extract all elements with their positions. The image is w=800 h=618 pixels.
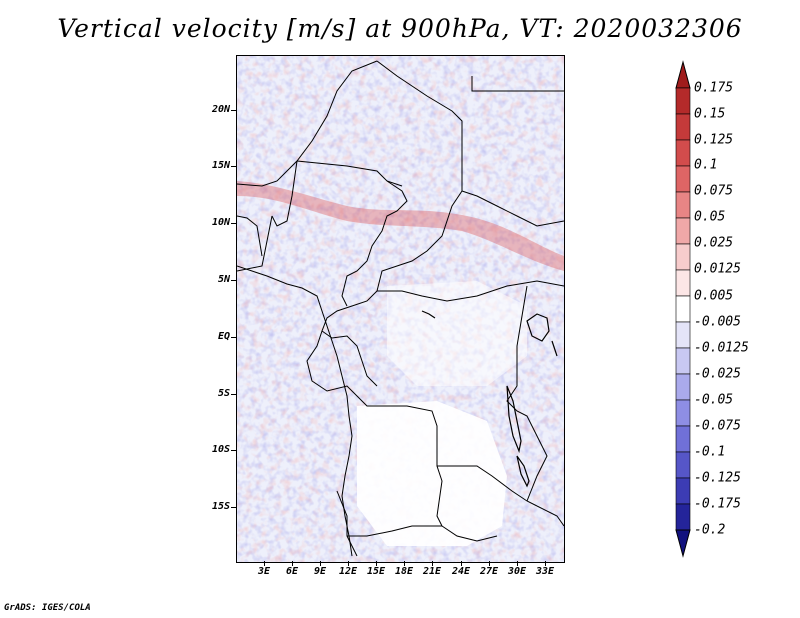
colorbar-label: 0.125 xyxy=(694,132,734,148)
lon-tick xyxy=(348,561,349,566)
colorbar-segment xyxy=(675,191,691,219)
colorbar-label: 0.1 xyxy=(694,157,718,173)
lon-label: 33E xyxy=(535,566,555,577)
colorbar-label: 0.025 xyxy=(694,235,734,251)
colorbar-label: -0.175 xyxy=(694,496,741,512)
colorbar-top-triangle xyxy=(675,60,691,89)
colorbar-label: 0.05 xyxy=(694,209,726,225)
colorbar-label: 0.175 xyxy=(694,80,734,96)
colorbar-label: -0.2 xyxy=(694,522,726,538)
colorbar-label: -0.1 xyxy=(694,444,726,460)
map-field-svg xyxy=(237,56,564,562)
lon-tick xyxy=(489,561,490,566)
colorbar-label: 0.15 xyxy=(694,106,726,122)
lat-tick xyxy=(231,394,236,395)
colorbar-segment xyxy=(675,425,691,453)
colorbar-segment xyxy=(675,503,691,531)
colorbar-segment xyxy=(675,217,691,245)
lon-tick xyxy=(461,561,462,566)
lat-label: 15N xyxy=(211,160,230,171)
lat-tick xyxy=(231,280,236,281)
map-title: Vertical velocity [m/s] at 900hPa, VT: 2… xyxy=(57,14,743,43)
colorbar-label: 0.0125 xyxy=(694,261,741,277)
lon-tick xyxy=(292,561,293,566)
colorbar-label: -0.125 xyxy=(694,470,741,486)
lon-label: 21E xyxy=(422,566,442,577)
lat-label: 10S xyxy=(211,444,230,455)
colorbar-label: -0.05 xyxy=(694,392,734,408)
colorbar-label: -0.005 xyxy=(694,314,741,330)
lat-tick xyxy=(231,507,236,508)
colorbar-label: -0.025 xyxy=(694,366,741,382)
lon-tick xyxy=(264,561,265,566)
grads-credit: GrADS: IGES/COLA xyxy=(4,603,91,613)
lat-tick xyxy=(231,337,236,338)
colorbar-segment xyxy=(675,295,691,323)
colorbar-segment xyxy=(675,113,691,141)
lat-label: 20N xyxy=(211,104,230,115)
colorbar-segment xyxy=(675,451,691,479)
colorbar-bottom-triangle xyxy=(675,529,691,558)
colorbar-segment xyxy=(675,321,691,349)
colorbar-segment xyxy=(675,399,691,427)
lon-label: 6E xyxy=(285,566,299,577)
colorbar-label: 0.075 xyxy=(694,183,734,199)
colorbar-label: 0.005 xyxy=(694,288,734,304)
lon-label: 3E xyxy=(257,566,271,577)
colorbar-segment xyxy=(675,87,691,115)
lon-label: 18E xyxy=(394,566,414,577)
colorbar-segment xyxy=(675,243,691,271)
lat-label: 10N xyxy=(211,217,230,228)
lat-tick xyxy=(231,450,236,451)
lon-tick xyxy=(404,561,405,566)
lon-label: 27E xyxy=(479,566,499,577)
white-region-south xyxy=(357,401,507,546)
lon-label: 12E xyxy=(338,566,358,577)
lon-label: 15E xyxy=(366,566,386,577)
white-region-center xyxy=(387,281,527,386)
lat-label: 5N xyxy=(217,274,230,285)
lon-tick xyxy=(432,561,433,566)
lat-label: 15S xyxy=(211,501,230,512)
lon-tick xyxy=(376,561,377,566)
colorbar-segment xyxy=(675,269,691,297)
lat-label: 5S xyxy=(217,388,230,399)
colorbar xyxy=(675,60,691,558)
colorbar-segment xyxy=(675,165,691,193)
lon-tick xyxy=(545,561,546,566)
lat-label: EQ xyxy=(217,331,230,342)
lat-tick xyxy=(231,223,236,224)
lon-tick xyxy=(517,561,518,566)
colorbar-label: -0.075 xyxy=(694,418,741,434)
lat-tick xyxy=(231,166,236,167)
colorbar-label: -0.0125 xyxy=(694,340,749,356)
colorbar-segment xyxy=(675,477,691,505)
lat-tick xyxy=(231,110,236,111)
vertical-velocity-map xyxy=(236,55,565,563)
lon-label: 30E xyxy=(507,566,527,577)
lon-label: 9E xyxy=(313,566,327,577)
coastline xyxy=(237,265,353,557)
lake-outlines xyxy=(421,310,558,488)
lon-label: 24E xyxy=(451,566,471,577)
colorbar-segment xyxy=(675,347,691,375)
red-band-sahel xyxy=(237,181,564,271)
colorbar-segment xyxy=(675,373,691,401)
colorbar-segment xyxy=(675,139,691,167)
country-borders xyxy=(237,60,564,557)
lon-tick xyxy=(320,561,321,566)
